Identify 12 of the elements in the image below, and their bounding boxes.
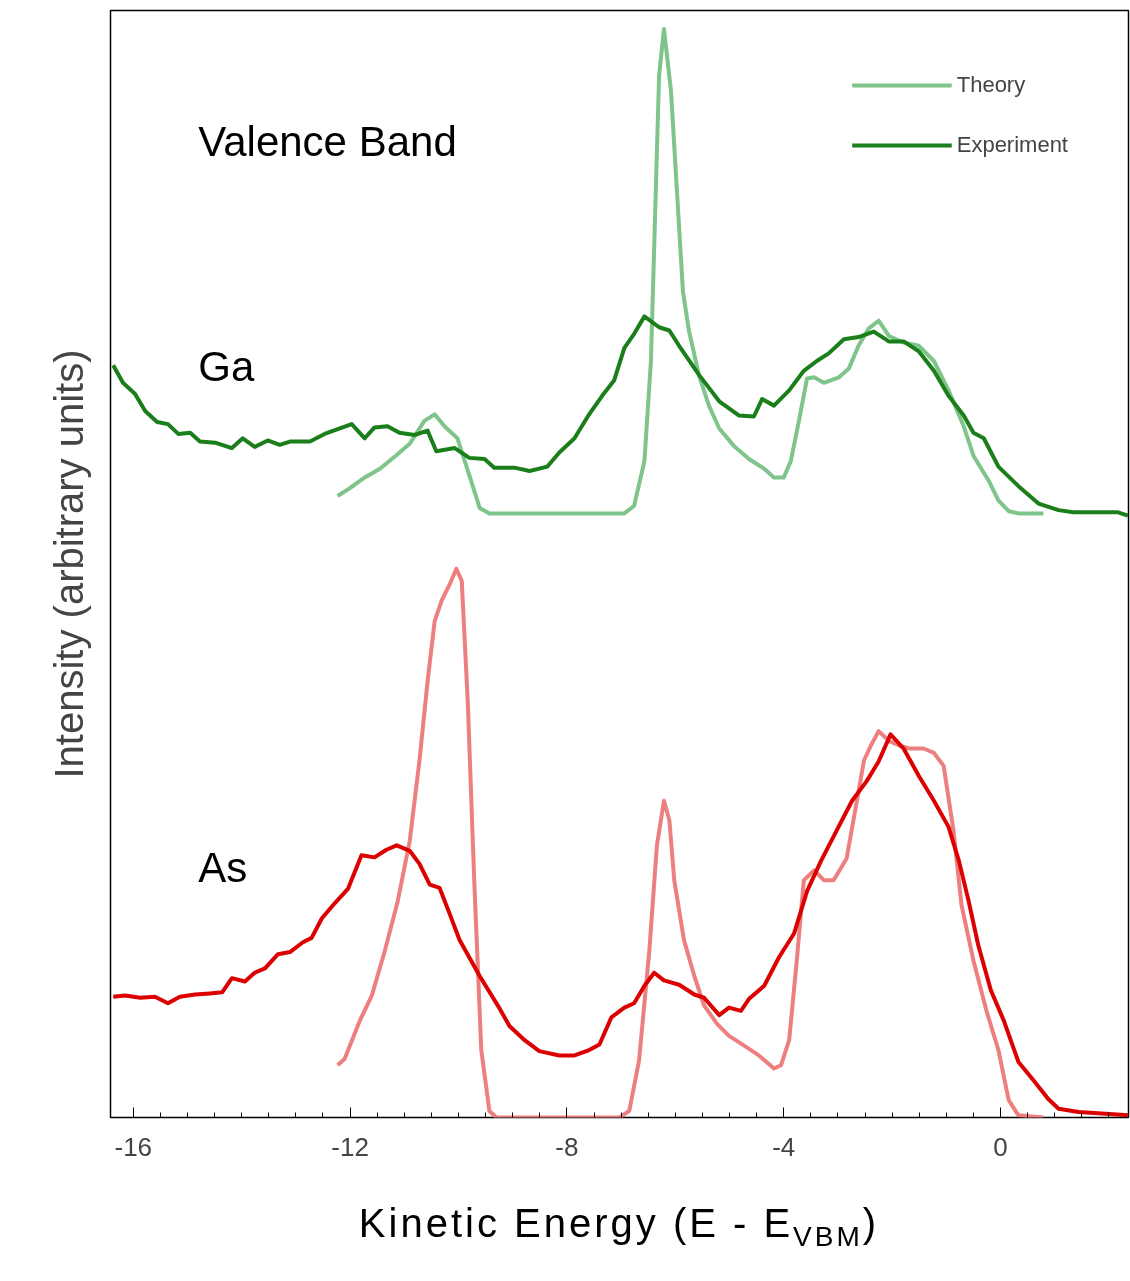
x-tick-label: -12 <box>331 1131 369 1162</box>
annotation: Ga <box>198 342 255 390</box>
legend-label: Experiment <box>956 132 1068 158</box>
annotation: Valence Band <box>198 117 457 165</box>
x-tick-label: -4 <box>772 1131 796 1162</box>
x-axis-title: Kinetic Energy (E - E$_{VBM}$) <box>357 1200 881 1254</box>
x-tick-label: 0 <box>993 1131 1008 1162</box>
x-tick-label: -16 <box>114 1131 153 1162</box>
x-tick-label: -8 <box>555 1131 579 1162</box>
annotation: As <box>198 843 248 891</box>
legend-label: Theory <box>956 72 1026 98</box>
y-axis-title: Intensity (arbitrary units) <box>46 349 91 779</box>
